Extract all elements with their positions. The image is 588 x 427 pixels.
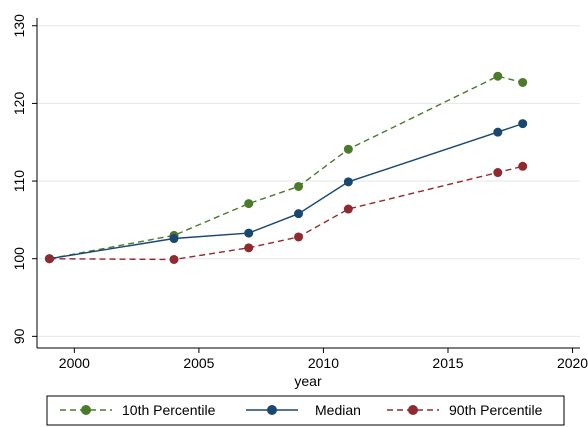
data-point <box>343 204 353 214</box>
x-tick-label: 2020 <box>557 355 588 371</box>
data-point <box>518 119 528 129</box>
x-tick-label: 2015 <box>432 355 463 371</box>
data-point <box>244 228 254 238</box>
data-point <box>518 77 528 87</box>
data-point <box>493 71 503 81</box>
series-2 <box>44 161 528 264</box>
data-point <box>294 209 304 219</box>
legend-label-90th: 90th Percentile <box>449 402 543 418</box>
legend-box <box>46 395 565 426</box>
y-tick-label: 90 <box>11 328 27 344</box>
grid-lines <box>37 25 580 337</box>
data-point <box>169 234 179 244</box>
data-point <box>518 161 528 171</box>
legend-item-10th-percentile: 10th Percentile <box>60 402 216 418</box>
legend-item-median: Median <box>246 402 361 418</box>
legend-marker-median <box>267 405 277 415</box>
x-tick-label: 2000 <box>59 355 90 371</box>
legend-marker-10th <box>81 405 91 415</box>
y-tick-label: 130 <box>11 14 27 38</box>
y-axis-ticks: 90 100 110 120 130 <box>11 14 37 344</box>
axes <box>36 18 580 349</box>
data-point <box>294 181 304 191</box>
legend: 10th Percentile Median 90th Percentile <box>46 395 565 426</box>
x-axis-ticks: 2000 2005 2010 2015 2020 <box>59 348 588 371</box>
x-tick-label: 2005 <box>183 355 214 371</box>
y-tick-label: 120 <box>11 92 27 116</box>
data-point <box>493 168 503 178</box>
series-1 <box>44 119 528 264</box>
series <box>44 71 528 264</box>
data-point <box>169 254 179 264</box>
y-tick-label: 100 <box>11 247 27 271</box>
series-0 <box>44 71 528 264</box>
y-tick-label: 110 <box>11 170 27 193</box>
series-line <box>49 122 523 260</box>
data-point <box>343 144 353 154</box>
data-point <box>343 177 353 187</box>
data-point <box>294 232 304 242</box>
legend-marker-90th <box>408 405 418 415</box>
x-tick-label: 2010 <box>308 355 339 371</box>
data-point <box>244 243 254 253</box>
legend-item-90th-percentile: 90th Percentile <box>387 402 543 418</box>
data-point <box>244 199 254 209</box>
data-point <box>493 127 503 137</box>
legend-label-median: Median <box>315 402 361 418</box>
x-axis-title: year <box>294 373 322 389</box>
legend-label-10th: 10th Percentile <box>122 402 216 418</box>
data-point <box>44 254 54 264</box>
